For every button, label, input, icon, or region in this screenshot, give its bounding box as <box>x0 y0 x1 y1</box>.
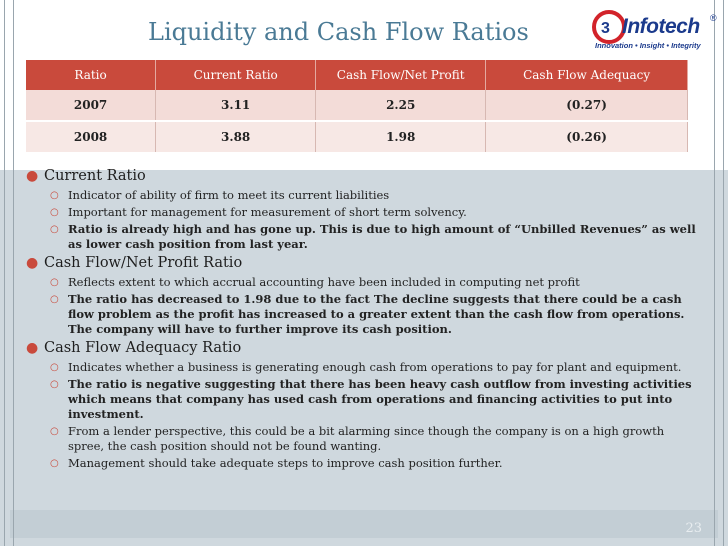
bullet-dot-icon: ● <box>26 168 39 184</box>
table-cell: 2007 <box>26 90 157 122</box>
sub-bullet-text: Indicator of ability of firm to meet its… <box>68 188 390 202</box>
footer-strip <box>10 510 718 538</box>
table-cell: (0.27) <box>485 90 688 122</box>
bullet-heading-text: Cash Flow Adequacy Ratio <box>44 340 242 356</box>
bullet-heading: ● Current Ratio <box>22 166 702 186</box>
column-header: Cash Flow Adequacy <box>485 60 688 90</box>
right-border <box>714 0 724 546</box>
sub-bullet-text: Ratio is already high and has gone up. T… <box>68 222 696 251</box>
column-header: Ratio <box>26 60 157 90</box>
svg-text:3: 3 <box>601 20 610 37</box>
table-cell: 2.25 <box>315 90 487 122</box>
table-row: 2008 3.88 1.98 (0.26) <box>26 121 688 154</box>
bullet-dot-icon: ● <box>26 340 39 356</box>
bullet-heading: ● Cash Flow/Net Profit Ratio <box>22 253 702 273</box>
slide-title: Liquidity and Cash Flow Ratios <box>148 18 529 46</box>
table-cell: 3.11 <box>155 90 317 122</box>
sub-bullet: ○ Important for management for measuremen… <box>22 205 702 220</box>
column-header: Current Ratio <box>155 60 317 90</box>
sub-bullet: ○ Indicates whether a business is generat… <box>22 360 702 375</box>
sub-bullet: ○ From a lender perspective, this could b… <box>22 424 702 454</box>
sub-bullet: ○ The ratio is negative suggesting that t… <box>22 377 702 422</box>
bullet-heading: ● Cash Flow Adequacy Ratio <box>22 338 702 358</box>
sub-bullet-ring-icon: ○ <box>50 190 59 201</box>
registered-mark: ® <box>710 13 717 23</box>
sub-bullet-text: From a lender perspective, this could be… <box>68 424 665 453</box>
table-header-row: Ratio Current Ratio Cash Flow/Net Profit… <box>26 60 688 90</box>
sub-bullet-text: Management should take adequate steps to… <box>68 456 503 470</box>
table-cell: 2008 <box>26 121 157 154</box>
logo-mark-icon: 3 <box>592 10 626 44</box>
sub-bullet-ring-icon: ○ <box>50 426 59 437</box>
sub-bullet-text: The ratio has decreased to 1.98 due to t… <box>68 292 685 336</box>
table-cell: (0.26) <box>485 121 688 154</box>
bullet-list: ● Current Ratio ○ Indicator of ability of … <box>22 165 702 471</box>
company-logo: 3 Infotech ® Innovation • Insight • Inte… <box>592 10 722 52</box>
logo-tagline: Innovation • Insight • Integrity <box>595 41 701 50</box>
sub-bullet-ring-icon: ○ <box>50 362 59 373</box>
table-cell: 3.88 <box>155 121 317 154</box>
sub-bullet-ring-icon: ○ <box>50 224 59 235</box>
sub-bullet-ring-icon: ○ <box>50 458 59 469</box>
sub-bullet: ○ Management should take adequate steps t… <box>22 456 702 471</box>
content-background <box>0 170 728 546</box>
sub-bullet-text: The ratio is negative suggesting that th… <box>68 377 692 421</box>
bullet-heading-text: Cash Flow/Net Profit Ratio <box>44 255 243 271</box>
logo-name: Infotech <box>622 15 700 38</box>
bullet-heading-text: Current Ratio <box>44 168 146 184</box>
sub-bullet-text: Important for management for measurement… <box>68 205 467 219</box>
table-row: 2007 3.11 2.25 (0.27) <box>26 90 688 122</box>
sub-bullet: ○ Reflects extent to which accrual accoun… <box>22 275 702 290</box>
column-header: Cash Flow/Net Profit <box>315 60 487 90</box>
page-number: 23 <box>685 521 702 536</box>
table-cell: 1.98 <box>315 121 487 154</box>
sub-bullet-text: Indicates whether a business is generati… <box>68 360 682 374</box>
sub-bullet: ○ The ratio has decreased to 1.98 due to … <box>22 292 702 337</box>
ratios-table: Ratio Current Ratio Cash Flow/Net Profit… <box>26 60 688 154</box>
sub-bullet-ring-icon: ○ <box>50 207 59 218</box>
sub-bullet: ○ Indicator of ability of firm to meet it… <box>22 188 702 203</box>
sub-bullet-ring-icon: ○ <box>50 379 59 390</box>
sub-bullet-ring-icon: ○ <box>50 277 59 288</box>
sub-bullet-text: Reflects extent to which accrual account… <box>68 275 580 289</box>
sub-bullet: ○ Ratio is already high and has gone up. … <box>22 222 702 252</box>
bullet-dot-icon: ● <box>26 255 39 271</box>
left-border <box>4 0 14 546</box>
sub-bullet-ring-icon: ○ <box>50 294 59 305</box>
